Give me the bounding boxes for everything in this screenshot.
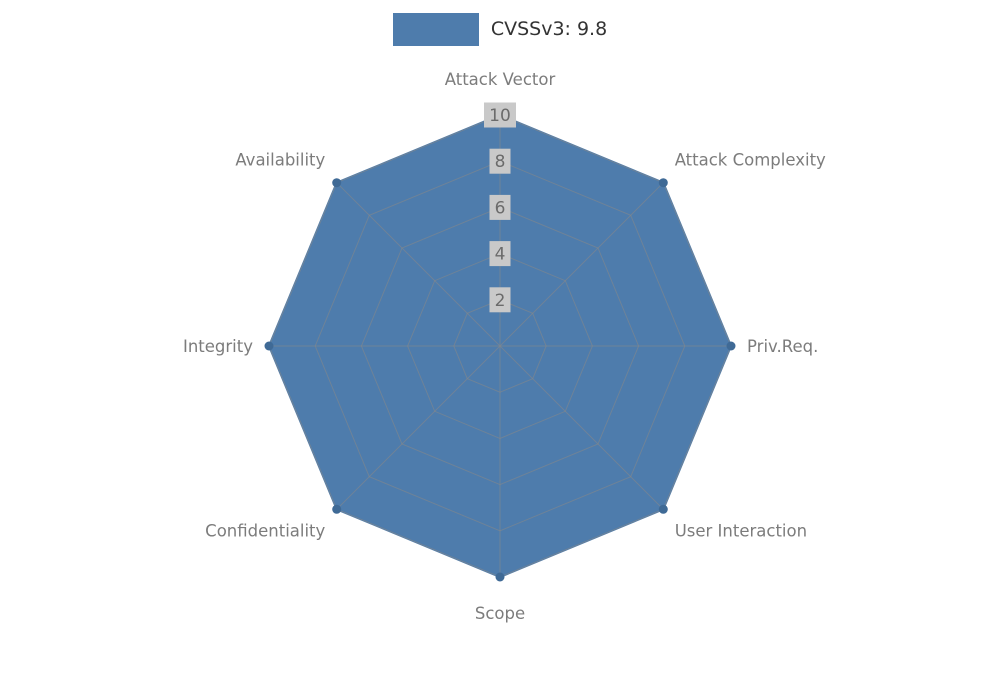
axis-spoke — [499, 345, 664, 510]
axis-label: User Interaction — [675, 522, 807, 541]
tick-label-bg — [489, 287, 511, 313]
tick-label: 2 — [495, 291, 506, 311]
axis-label: Availability — [235, 150, 325, 169]
legend-swatch — [392, 13, 479, 46]
series-point — [332, 504, 342, 514]
series-point — [495, 572, 505, 582]
axis-label: Priv.Req. — [747, 337, 818, 356]
tick-label: 10 — [489, 106, 511, 126]
legend-label: CVSSv3: 9.8 — [490, 18, 608, 40]
tick-label-bg — [489, 194, 511, 220]
chart-legend: CVSSv3: 9.8 — [0, 13, 1000, 46]
tick-label: 8 — [495, 152, 506, 172]
axis-spoke — [336, 182, 501, 347]
tick-label-bg — [484, 102, 516, 128]
axis-label: Scope — [475, 604, 525, 623]
series-point — [658, 504, 668, 514]
tick-label-bg — [489, 148, 511, 174]
series-point — [658, 178, 668, 188]
tick-label-bg — [489, 241, 511, 267]
tick-label: 4 — [495, 245, 506, 265]
axis-spoke — [499, 182, 664, 347]
series-point — [264, 341, 274, 351]
axis-label: Attack Vector — [445, 70, 556, 89]
axis-label: Integrity — [183, 337, 253, 356]
axis-label: Attack Complexity — [675, 150, 826, 169]
axis-label: Confidentiality — [205, 522, 325, 541]
series-point — [726, 341, 736, 351]
tick-label: 6 — [495, 198, 506, 218]
axis-spoke — [336, 345, 501, 510]
series-point — [332, 178, 342, 188]
